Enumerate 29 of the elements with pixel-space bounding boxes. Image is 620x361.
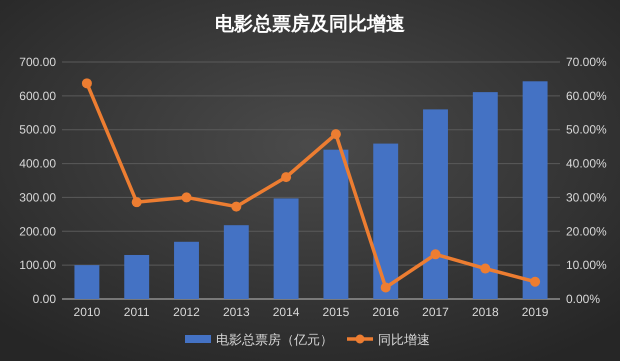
x-tick-label: 2018	[472, 305, 499, 319]
y2-tick-label: 20.00%	[566, 224, 608, 238]
y-tick-label: 400.00	[19, 156, 56, 171]
x-tick-label: 2019	[522, 305, 549, 319]
y2-tick-label: 0.00%	[566, 292, 600, 306]
x-tick-label: 2012	[173, 305, 200, 319]
y2-tick-label: 70.00%	[566, 55, 608, 69]
x-tick-label: 2011	[124, 305, 150, 319]
x-tick-label: 2010	[74, 305, 101, 319]
y-tick-label: 500.00	[19, 122, 56, 137]
y2-tick-label: 10.00%	[566, 258, 608, 272]
x-tick-label: 2015	[322, 305, 350, 319]
x-tick-label: 2014	[272, 305, 300, 319]
x-tick-label: 2017	[422, 305, 450, 319]
y-tick-label: 0.00	[32, 292, 56, 306]
y2-tick-label: 60.00%	[566, 88, 608, 103]
legend-label: 电影总票房（亿元）	[216, 332, 333, 347]
y2-tick-label: 50.00%	[566, 122, 608, 137]
x-tick-label: 2016	[372, 305, 400, 319]
y-tick-label: 300.00	[19, 190, 56, 204]
x-tick-label: 2013	[222, 305, 250, 319]
y-tick-label: 100.00	[19, 258, 56, 272]
y-tick-label: 700.00	[19, 55, 56, 69]
legend-label: 同比增速	[378, 332, 430, 347]
y-tick-label: 600.00	[19, 88, 56, 103]
chart-title: 电影总票房及同比增速	[215, 13, 405, 35]
y2-tick-label: 40.00%	[566, 156, 608, 171]
y-tick-label: 200.00	[19, 224, 56, 238]
y2-tick-label: 30.00%	[566, 190, 608, 204]
